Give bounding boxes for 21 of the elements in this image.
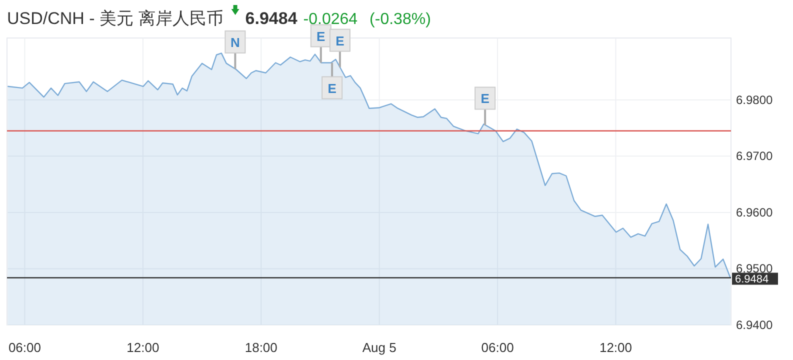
x-tick-label: 12:00: [126, 340, 160, 355]
y-tick-label: 6.9500: [736, 262, 774, 276]
x-tick-label: 12:00: [599, 340, 632, 355]
y-tick-label: 6.9800: [736, 92, 774, 107]
annotation: N: [230, 34, 240, 50]
text: (-0.38%): [370, 11, 431, 28]
x-tick-label: 06:00: [481, 340, 514, 355]
y-tick-label: 6.9400: [736, 318, 774, 332]
text: -0.0264: [303, 11, 358, 28]
annotation: E: [316, 28, 326, 44]
annotation: E: [336, 33, 345, 48]
chart-subtitle: 6.9484: [245, 9, 298, 28]
y-tick-label: 6.9700: [736, 149, 774, 164]
x-tick-label: 18:00: [244, 340, 278, 355]
x-tick-label: Aug 5: [362, 340, 396, 355]
y-tick-label: 6.9600: [736, 205, 774, 220]
x-tick-label: 06:00: [8, 340, 42, 355]
annotation: E: [328, 80, 337, 96]
ref-line-label: 6.9484: [735, 274, 769, 286]
annotation: E: [480, 91, 490, 106]
chart-title: USD/CNH - 美元 离岸人民币: [7, 9, 224, 28]
